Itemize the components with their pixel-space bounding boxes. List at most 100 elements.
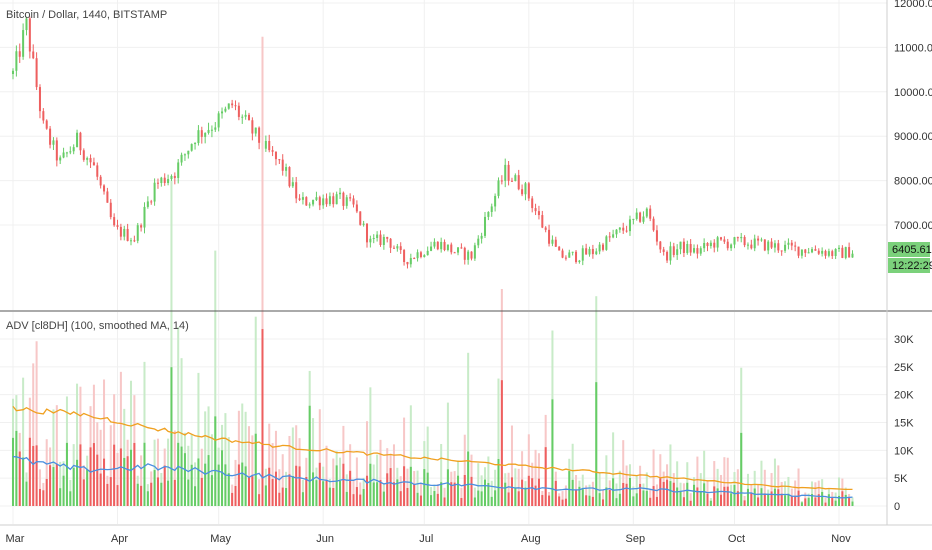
volume-bar-light	[716, 468, 719, 506]
candle-body	[746, 244, 749, 246]
volume-bar	[146, 491, 149, 506]
volume-bar	[585, 495, 588, 506]
candle-body	[770, 241, 773, 248]
candle-body	[258, 127, 261, 143]
volume-bar	[578, 486, 581, 506]
volume-bar-light	[261, 36, 264, 507]
volume-bar	[669, 481, 672, 506]
volume-bar-light	[332, 458, 335, 506]
candle-body	[521, 189, 524, 195]
volume-bar	[841, 491, 844, 506]
volume-bar	[207, 455, 210, 506]
candle-body	[814, 249, 817, 251]
volume-bar-light	[345, 474, 348, 506]
volume-bar	[784, 495, 787, 506]
candle-body	[541, 215, 544, 228]
volume-bar	[99, 473, 102, 506]
candle-body	[62, 152, 65, 158]
candle-body	[790, 242, 793, 246]
volume-bar-light	[490, 480, 493, 506]
volume-bar	[194, 486, 197, 506]
candle-body	[190, 144, 193, 151]
volume-bar	[106, 483, 109, 506]
volume-bar-light	[143, 361, 146, 506]
volume-bar	[187, 479, 190, 506]
candle-body	[635, 212, 638, 219]
last-price-tag: 6405.61	[888, 242, 932, 257]
candle-body	[126, 228, 129, 241]
volume-bar-light	[170, 181, 173, 506]
volume-bar	[143, 442, 146, 506]
volume-bar	[190, 464, 193, 506]
volume-bar	[177, 442, 180, 506]
volume-bar-light	[59, 461, 62, 506]
volume-bar-light	[392, 444, 395, 506]
volume-bar-light	[99, 429, 102, 506]
candle-body	[99, 176, 102, 186]
volume-bar	[396, 479, 399, 506]
volume-bar-light	[227, 437, 230, 506]
time-axis[interactable]: Mar Apr May Jun Jul Aug Sep Oct Nov	[6, 533, 852, 545]
volume-bar	[291, 476, 294, 506]
candle-body	[659, 241, 662, 250]
candle-body	[608, 236, 611, 238]
candle-body	[281, 159, 284, 171]
volume-bar	[59, 488, 62, 506]
volume-bar	[221, 450, 224, 506]
volume-bar-light	[103, 379, 106, 506]
volume-bar	[777, 489, 780, 506]
volume-bar	[628, 477, 631, 506]
price-tick-label: 9000.00	[894, 131, 932, 143]
candle-body	[271, 150, 274, 152]
candle-body	[487, 211, 490, 217]
candle-body	[726, 241, 729, 249]
volume-axis[interactable]: 0 5K 10K 15K 20K 25K 30K	[894, 334, 914, 513]
volume-bar-light	[824, 497, 827, 506]
volume-bar	[413, 483, 416, 506]
volume-bar	[527, 475, 530, 506]
candle-body	[22, 30, 25, 57]
candle-body	[500, 180, 503, 182]
volume-bar-light	[247, 426, 251, 506]
candle-body	[227, 103, 230, 109]
candle-body	[42, 111, 45, 121]
volume-bar	[605, 487, 608, 506]
volume-bar	[315, 480, 318, 506]
candle-body	[150, 201, 153, 203]
volume-bar-light	[167, 438, 170, 506]
volume-bar-light	[703, 450, 706, 506]
time-tick-label: Aug	[521, 533, 541, 545]
volume-bar	[274, 471, 277, 506]
volume-bar-light	[713, 461, 716, 506]
candle-body	[548, 229, 551, 244]
volume-bar-light	[696, 456, 699, 506]
volume-bar-light	[507, 472, 510, 506]
candle-body	[763, 239, 766, 251]
candle-body	[605, 236, 608, 250]
price-axis[interactable]: 7000.00 8000.00 9000.00 10000.00 11000.00 120…	[894, 0, 932, 232]
candle-body	[436, 241, 439, 250]
volume-bar-light	[399, 476, 402, 506]
candle-body	[386, 236, 389, 239]
candle-body	[723, 239, 726, 242]
candle-body	[848, 247, 851, 258]
volume-bar-light	[837, 477, 841, 506]
volume-bar-light	[618, 470, 621, 506]
volume-pane[interactable]	[11, 36, 854, 507]
candle-body	[82, 150, 85, 160]
candle-body	[197, 130, 200, 144]
candle-body	[251, 120, 254, 134]
volume-bar	[473, 497, 476, 506]
volume-bar	[69, 491, 72, 506]
volume-bar	[352, 494, 355, 506]
candle-body	[639, 212, 642, 222]
volume-bar-light	[460, 487, 463, 506]
candle-body	[544, 227, 547, 230]
volume-bar	[521, 479, 524, 506]
candle-body	[163, 177, 166, 183]
candle-body	[278, 159, 281, 161]
volume-bar	[770, 491, 773, 506]
price-pane[interactable]	[11, 16, 854, 269]
volume-bar	[554, 480, 557, 506]
